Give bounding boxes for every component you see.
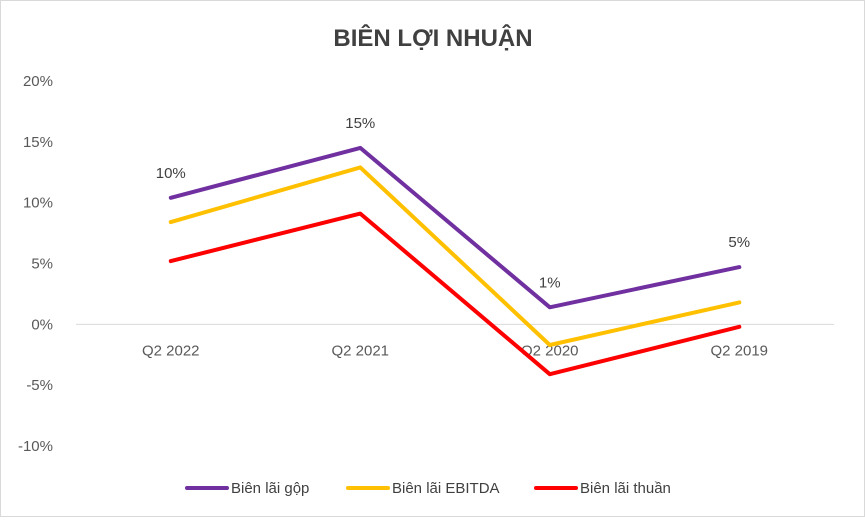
x-tick-label: Q2 2019 xyxy=(710,342,768,359)
y-tick-label: -5% xyxy=(26,377,53,394)
legend-label: Biên lãi gộp xyxy=(231,480,309,497)
y-tick-label: 5% xyxy=(31,256,53,273)
legend-label: Biên lãi thuần xyxy=(580,480,671,497)
x-tick-label: Q2 2021 xyxy=(331,342,389,359)
series-line xyxy=(168,211,742,377)
y-axis: 20% 15% 10% 5% 0% -5% -10% xyxy=(18,73,53,455)
y-tick-label: 20% xyxy=(23,73,53,90)
legend: Biên lãi gộp Biên lãi EBITDA Biên lãi thuầ… xyxy=(185,480,671,497)
legend-label: Biên lãi EBITDA xyxy=(392,480,500,497)
data-label: 1% xyxy=(539,274,561,291)
y-tick-label: -10% xyxy=(18,438,53,455)
y-tick-label: 15% xyxy=(23,134,53,151)
series-line xyxy=(168,165,742,347)
x-tick-label: Q2 2022 xyxy=(142,342,200,359)
y-tick-label: 0% xyxy=(31,316,53,333)
chart-title: BIÊN LỢI NHUẬN xyxy=(333,24,532,52)
series-line xyxy=(168,145,742,310)
data-label: 10% xyxy=(156,165,186,182)
x-axis: Q2 2022 Q2 2021 Q2 2020 Q2 2019 xyxy=(76,323,834,359)
series-layer xyxy=(168,145,742,377)
data-label: 15% xyxy=(345,115,375,132)
x-tick-label: Q2 2020 xyxy=(521,342,579,359)
data-label: 5% xyxy=(728,234,750,251)
y-tick-label: 10% xyxy=(23,195,53,212)
data-label-layer: 10% 15% 1% 5% xyxy=(156,115,750,291)
